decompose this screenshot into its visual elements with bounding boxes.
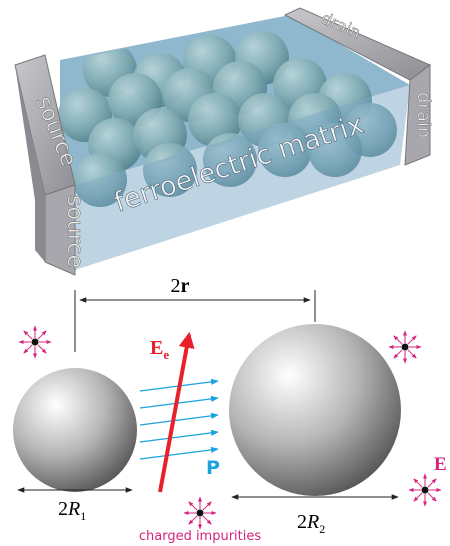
impurity <box>31 338 39 346</box>
source-side-label: source <box>62 195 87 268</box>
impurity-field <box>393 335 403 345</box>
impurity-field <box>188 515 198 525</box>
polarization-arrow <box>139 446 219 460</box>
separation-label: 2r <box>171 275 190 297</box>
matrix-front <box>60 85 410 270</box>
sphere <box>73 153 127 207</box>
impurity <box>421 486 429 494</box>
impurity-field <box>413 492 423 502</box>
impurity-field <box>202 515 212 525</box>
impurity-field <box>407 349 417 359</box>
impurity-field <box>427 478 437 488</box>
impurity-field <box>393 349 403 359</box>
drain-front-face <box>404 64 431 166</box>
field-arrow <box>158 331 195 493</box>
impurity-field <box>37 344 47 354</box>
polarization-label: P <box>206 457 220 479</box>
sphere <box>143 143 197 197</box>
field-label: E <box>434 454 447 475</box>
impurities-label: charged impurities <box>139 529 262 544</box>
particle-1 <box>13 368 137 492</box>
device: source source drain drain ferroelectric … <box>14 7 434 276</box>
impurity-field <box>413 478 423 488</box>
sphere <box>258 123 312 177</box>
impurity-field <box>202 501 212 511</box>
polarization-arrow <box>139 412 219 426</box>
impurity-field <box>23 344 33 354</box>
impurity-field <box>427 492 437 502</box>
polarization-arrow <box>139 395 219 409</box>
source-side <box>15 65 45 262</box>
schematic: 2r Ee P E 2R1 2R2 charged impurities <box>13 275 447 544</box>
impurity-field <box>23 330 33 340</box>
impurity-field <box>188 501 198 511</box>
impurity-field <box>37 330 47 340</box>
sphere <box>203 133 257 187</box>
drain-side-label: drain <box>413 92 434 138</box>
sphere <box>308 123 362 177</box>
external-field-label: Ee <box>150 337 169 362</box>
impurity-field <box>407 335 417 345</box>
particle-2 <box>229 324 401 496</box>
impurity <box>401 343 409 351</box>
radius-2-label: 2R2 <box>297 511 325 536</box>
impurity <box>196 509 204 517</box>
polarization-arrow <box>139 429 219 443</box>
radius-1-label: 2R1 <box>58 498 86 523</box>
